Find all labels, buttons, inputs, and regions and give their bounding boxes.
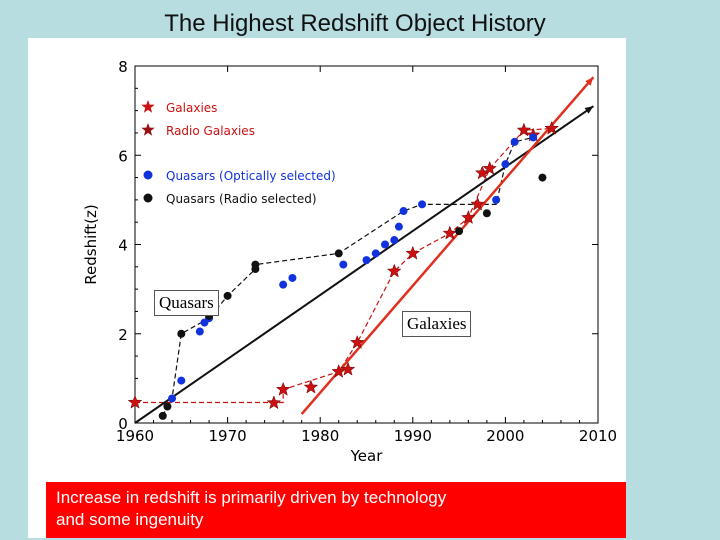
point-galaxy-5 bbox=[340, 361, 356, 376]
point-quasar-optical-9 bbox=[371, 249, 380, 258]
plot-frame bbox=[134, 65, 599, 424]
dashed-envelope-0 bbox=[135, 127, 552, 404]
annotation-quasars: Quasars bbox=[154, 290, 219, 316]
point-galaxy-3 bbox=[303, 379, 319, 394]
point-galaxy-11 bbox=[470, 196, 485, 211]
point-quasar-radio-1 bbox=[163, 402, 172, 411]
point-galaxy-6 bbox=[349, 334, 365, 349]
annotation-galaxies: Galaxies bbox=[402, 311, 472, 337]
point-quasar-radio-9 bbox=[482, 209, 491, 218]
point-quasar-optical-11 bbox=[390, 236, 399, 245]
point-quasar-optical-12 bbox=[394, 222, 403, 231]
x-tick-label-1990: 1990 bbox=[394, 427, 432, 445]
point-quasar-radio-2 bbox=[177, 329, 186, 338]
y-tick-label-4: 4 bbox=[118, 237, 128, 255]
point-galaxy-8 bbox=[405, 245, 421, 260]
legend-label-0: Galaxies bbox=[166, 101, 217, 115]
point-quasar-optical-7 bbox=[339, 260, 348, 269]
x-tick-label-2010: 2010 bbox=[579, 427, 617, 445]
slide-title: The Highest Redshift Object History bbox=[164, 10, 546, 37]
point-galaxy-7 bbox=[386, 263, 402, 278]
point-quasar-optical-0 bbox=[168, 394, 177, 403]
point-quasar-radio-7 bbox=[334, 249, 343, 258]
point-galaxy-14 bbox=[516, 122, 532, 137]
trend-line-1 bbox=[300, 76, 595, 415]
legend-label-3: Quasars (Radio selected) bbox=[166, 192, 317, 206]
y-axis-label: Redshift(z) bbox=[82, 204, 100, 284]
point-quasar-optical-1 bbox=[177, 376, 186, 385]
y-tick-label-2: 2 bbox=[118, 326, 128, 344]
point-quasar-optical-18 bbox=[529, 133, 538, 142]
point-quasar-radio-6 bbox=[251, 260, 260, 269]
point-galaxy-10 bbox=[461, 209, 476, 224]
point-quasar-optical-17 bbox=[510, 137, 519, 146]
point-quasar-optical-6 bbox=[288, 273, 297, 282]
x-axis-label: Year bbox=[350, 447, 384, 465]
point-quasar-radio-4 bbox=[223, 291, 232, 300]
point-quasar-radio-10 bbox=[538, 173, 547, 182]
legend-marker-3 bbox=[143, 193, 153, 203]
trend-line-0 bbox=[134, 105, 594, 424]
x-tick-label-2000: 2000 bbox=[486, 427, 524, 445]
x-tick-label-1970: 1970 bbox=[209, 427, 247, 445]
point-galaxy-2 bbox=[275, 381, 291, 396]
legend-marker-1 bbox=[141, 123, 155, 136]
point-quasar-radio-0 bbox=[158, 411, 167, 420]
plot-panel: 1960 1970 1980 1990 2000 2010 0 2 4 6 8 Year Redshif… bbox=[28, 38, 626, 538]
point-galaxy-13 bbox=[482, 160, 497, 175]
point-galaxy-16 bbox=[544, 120, 560, 135]
redshift-chart: 1960 1970 1980 1990 2000 2010 0 2 4 6 8 Year Redshif… bbox=[82, 58, 617, 465]
point-galaxy-1 bbox=[266, 395, 282, 410]
point-quasar-optical-8 bbox=[362, 256, 371, 265]
trend-arrowhead-0 bbox=[584, 106, 594, 114]
point-quasar-radio-8 bbox=[455, 227, 464, 236]
legend-label-1: Radio Galaxies bbox=[166, 124, 255, 138]
point-galaxy-0 bbox=[127, 394, 143, 409]
legend-marker-2 bbox=[143, 170, 153, 180]
point-quasar-optical-15 bbox=[492, 195, 501, 204]
x-tick-label-1980: 1980 bbox=[301, 427, 339, 445]
point-galaxy-9 bbox=[442, 225, 458, 240]
y-tick-label-8: 8 bbox=[118, 58, 128, 76]
point-quasar-optical-10 bbox=[381, 240, 390, 249]
y-tick-label-0: 0 bbox=[118, 415, 128, 433]
caption-banner: Increase in redshift is primarily driven… bbox=[46, 482, 626, 538]
legend-label-2: Quasars (Optically selected) bbox=[166, 169, 336, 183]
point-quasar-optical-16 bbox=[501, 160, 510, 169]
point-quasar-optical-2 bbox=[195, 327, 204, 336]
legend-marker-0 bbox=[141, 100, 155, 113]
x-tick-label-1960: 1960 bbox=[116, 427, 154, 445]
point-quasar-optical-5 bbox=[279, 280, 288, 289]
trend-arrowhead-1 bbox=[585, 77, 594, 86]
y-tick-label-6: 6 bbox=[118, 147, 128, 165]
point-quasar-optical-14 bbox=[418, 200, 427, 209]
point-quasar-optical-13 bbox=[399, 207, 408, 216]
